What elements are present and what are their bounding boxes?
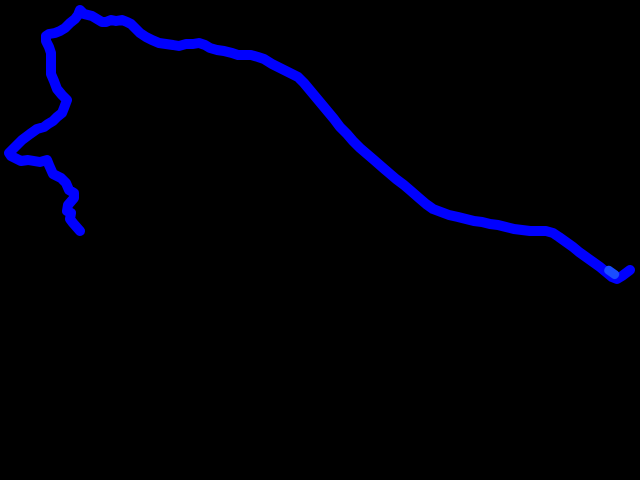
- route-path: [4, 5, 635, 284]
- route-end-marker: [604, 265, 620, 280]
